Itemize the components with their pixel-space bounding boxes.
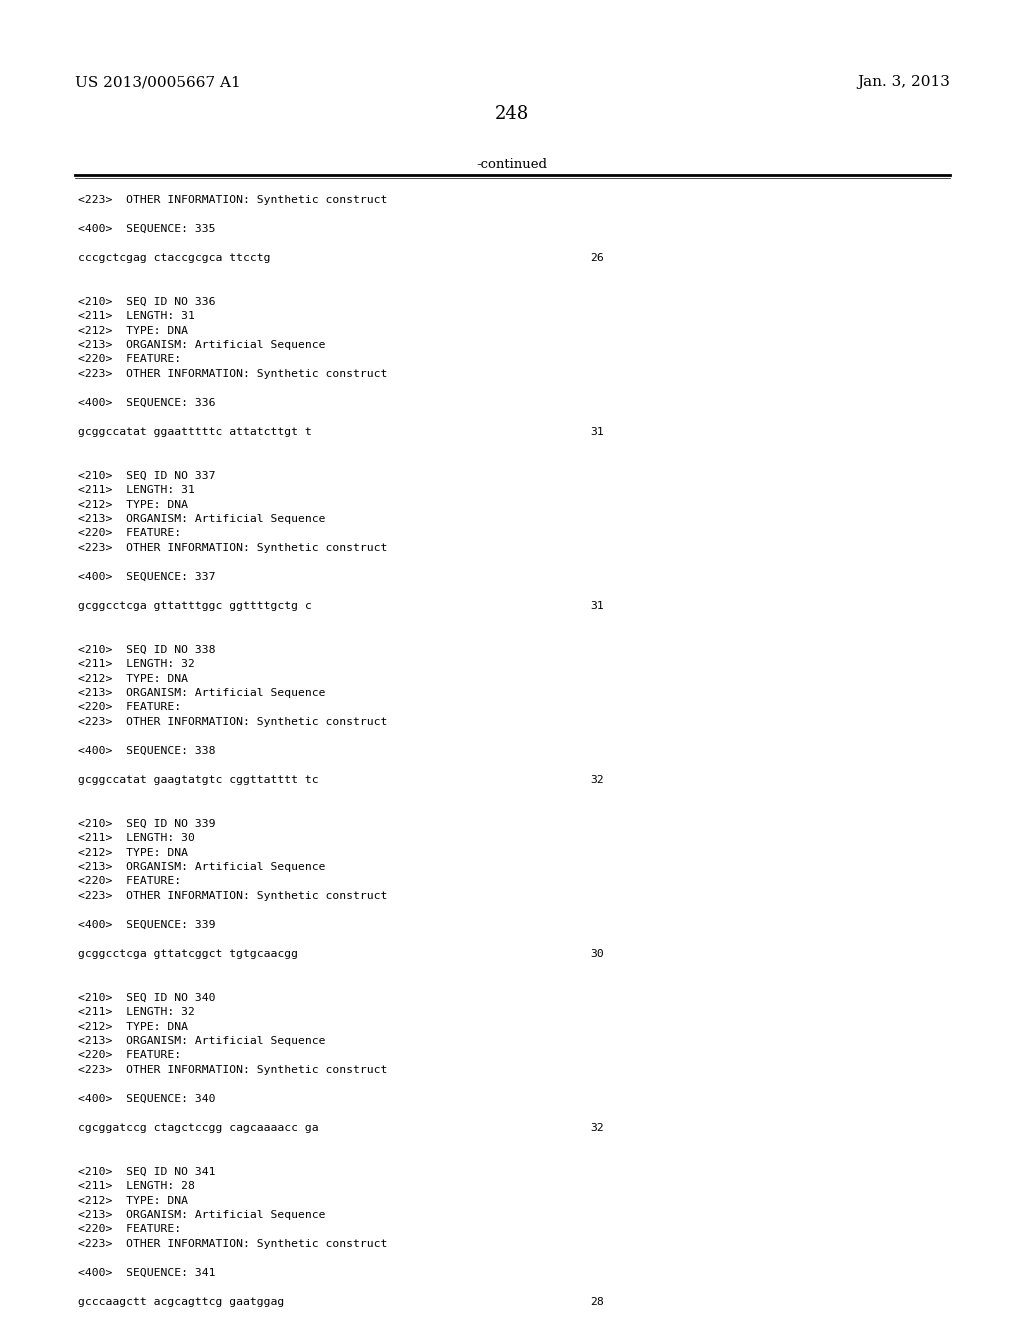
Text: Jan. 3, 2013: Jan. 3, 2013 [857, 75, 950, 88]
Text: gcggcctcga gttatttggc ggttttgctg c: gcggcctcga gttatttggc ggttttgctg c [78, 601, 311, 611]
Text: 31: 31 [590, 426, 604, 437]
Text: cccgctcgag ctaccgcgca ttcctg: cccgctcgag ctaccgcgca ttcctg [78, 253, 270, 263]
Text: <400>  SEQUENCE: 337: <400> SEQUENCE: 337 [78, 572, 215, 582]
Text: <212>  TYPE: DNA: <212> TYPE: DNA [78, 673, 188, 684]
Text: gcggccatat ggaatttttc attatcttgt t: gcggccatat ggaatttttc attatcttgt t [78, 426, 311, 437]
Text: <223>  OTHER INFORMATION: Synthetic construct: <223> OTHER INFORMATION: Synthetic const… [78, 1239, 387, 1249]
Text: <210>  SEQ ID NO 340: <210> SEQ ID NO 340 [78, 993, 215, 1002]
Text: 30: 30 [590, 949, 604, 960]
Text: 248: 248 [495, 106, 529, 123]
Text: <400>  SEQUENCE: 338: <400> SEQUENCE: 338 [78, 746, 215, 756]
Text: <211>  LENGTH: 32: <211> LENGTH: 32 [78, 1007, 195, 1016]
Text: cgcggatccg ctagctccgg cagcaaaacc ga: cgcggatccg ctagctccgg cagcaaaacc ga [78, 1123, 318, 1133]
Text: gcggcctcga gttatcggct tgtgcaacgg: gcggcctcga gttatcggct tgtgcaacgg [78, 949, 298, 960]
Text: US 2013/0005667 A1: US 2013/0005667 A1 [75, 75, 241, 88]
Text: <223>  OTHER INFORMATION: Synthetic construct: <223> OTHER INFORMATION: Synthetic const… [78, 543, 387, 553]
Text: <211>  LENGTH: 31: <211> LENGTH: 31 [78, 312, 195, 321]
Text: 32: 32 [590, 1123, 604, 1133]
Text: 26: 26 [590, 253, 604, 263]
Text: <210>  SEQ ID NO 339: <210> SEQ ID NO 339 [78, 818, 215, 829]
Text: <223>  OTHER INFORMATION: Synthetic construct: <223> OTHER INFORMATION: Synthetic const… [78, 1065, 387, 1074]
Text: <223>  OTHER INFORMATION: Synthetic construct: <223> OTHER INFORMATION: Synthetic const… [78, 717, 387, 727]
Text: <400>  SEQUENCE: 336: <400> SEQUENCE: 336 [78, 399, 215, 408]
Text: <212>  TYPE: DNA: <212> TYPE: DNA [78, 1022, 188, 1031]
Text: <213>  ORGANISM: Artificial Sequence: <213> ORGANISM: Artificial Sequence [78, 341, 326, 350]
Text: <223>  OTHER INFORMATION: Synthetic construct: <223> OTHER INFORMATION: Synthetic const… [78, 370, 387, 379]
Text: <212>  TYPE: DNA: <212> TYPE: DNA [78, 326, 188, 335]
Text: <400>  SEQUENCE: 335: <400> SEQUENCE: 335 [78, 224, 215, 234]
Text: gcccaagctt acgcagttcg gaatggag: gcccaagctt acgcagttcg gaatggag [78, 1298, 285, 1307]
Text: <211>  LENGTH: 31: <211> LENGTH: 31 [78, 484, 195, 495]
Text: <223>  OTHER INFORMATION: Synthetic construct: <223> OTHER INFORMATION: Synthetic const… [78, 891, 387, 902]
Text: <211>  LENGTH: 28: <211> LENGTH: 28 [78, 1181, 195, 1191]
Text: <213>  ORGANISM: Artificial Sequence: <213> ORGANISM: Artificial Sequence [78, 862, 326, 873]
Text: <212>  TYPE: DNA: <212> TYPE: DNA [78, 1196, 188, 1205]
Text: gcggccatat gaagtatgtc cggttatttt tc: gcggccatat gaagtatgtc cggttatttt tc [78, 775, 318, 785]
Text: <213>  ORGANISM: Artificial Sequence: <213> ORGANISM: Artificial Sequence [78, 513, 326, 524]
Text: <400>  SEQUENCE: 341: <400> SEQUENCE: 341 [78, 1269, 215, 1278]
Text: <211>  LENGTH: 30: <211> LENGTH: 30 [78, 833, 195, 843]
Text: <210>  SEQ ID NO 338: <210> SEQ ID NO 338 [78, 644, 215, 655]
Text: <220>  FEATURE:: <220> FEATURE: [78, 702, 181, 713]
Text: <220>  FEATURE:: <220> FEATURE: [78, 1051, 181, 1060]
Text: <211>  LENGTH: 32: <211> LENGTH: 32 [78, 659, 195, 669]
Text: <220>  FEATURE:: <220> FEATURE: [78, 528, 181, 539]
Text: <400>  SEQUENCE: 340: <400> SEQUENCE: 340 [78, 1094, 215, 1104]
Text: <223>  OTHER INFORMATION: Synthetic construct: <223> OTHER INFORMATION: Synthetic const… [78, 195, 387, 205]
Text: <400>  SEQUENCE: 339: <400> SEQUENCE: 339 [78, 920, 215, 931]
Text: <220>  FEATURE:: <220> FEATURE: [78, 876, 181, 887]
Text: <213>  ORGANISM: Artificial Sequence: <213> ORGANISM: Artificial Sequence [78, 1210, 326, 1220]
Text: <220>  FEATURE:: <220> FEATURE: [78, 355, 181, 364]
Text: 31: 31 [590, 601, 604, 611]
Text: <213>  ORGANISM: Artificial Sequence: <213> ORGANISM: Artificial Sequence [78, 1036, 326, 1045]
Text: <212>  TYPE: DNA: <212> TYPE: DNA [78, 847, 188, 858]
Text: 28: 28 [590, 1298, 604, 1307]
Text: <212>  TYPE: DNA: <212> TYPE: DNA [78, 499, 188, 510]
Text: 32: 32 [590, 775, 604, 785]
Text: -continued: -continued [476, 158, 548, 172]
Text: <220>  FEATURE:: <220> FEATURE: [78, 1225, 181, 1234]
Text: <210>  SEQ ID NO 337: <210> SEQ ID NO 337 [78, 470, 215, 480]
Text: <210>  SEQ ID NO 336: <210> SEQ ID NO 336 [78, 297, 215, 306]
Text: <213>  ORGANISM: Artificial Sequence: <213> ORGANISM: Artificial Sequence [78, 688, 326, 698]
Text: <210>  SEQ ID NO 341: <210> SEQ ID NO 341 [78, 1167, 215, 1176]
